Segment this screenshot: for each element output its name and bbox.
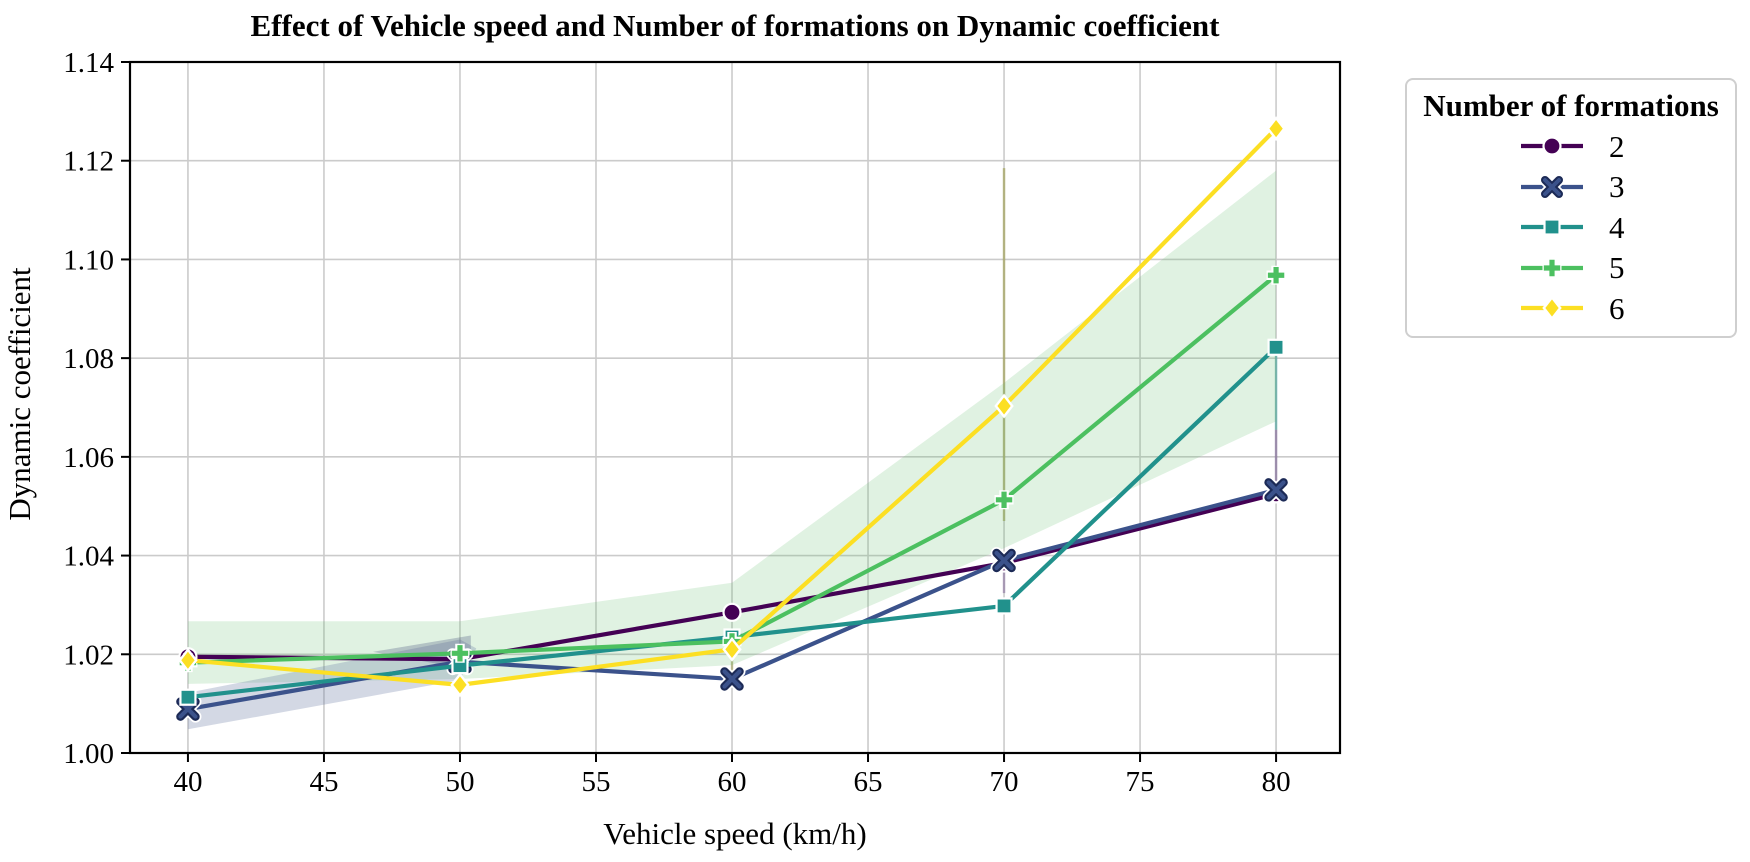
x-tick-label: 45	[309, 766, 338, 798]
diamond-marker-part	[1266, 116, 1286, 142]
legend-item-label: 5	[1609, 250, 1625, 286]
y-tick-label: 1.00	[63, 738, 114, 770]
legend-marker-2	[1542, 136, 1562, 156]
x-tick-label: 80	[1262, 766, 1291, 798]
ci-band-formation-5	[187, 170, 1277, 684]
y-tick-label: 1.04	[63, 541, 114, 573]
chart-title: Effect of Vehicle speed and Number of fo…	[250, 8, 1220, 43]
x-axis-label: Vehicle speed (km/h)	[603, 816, 867, 851]
x-tick-label: 70	[990, 766, 1019, 798]
legend-swatch-2	[1521, 136, 1583, 156]
legend-swatch-5	[1521, 258, 1583, 278]
legend-marker-6	[1542, 295, 1562, 321]
x-marker-part	[994, 550, 1014, 571]
legend-item-4: 4	[1407, 207, 1735, 248]
x-marker-part	[1266, 480, 1286, 500]
legend-swatch-4	[1521, 218, 1583, 236]
plus-marker-part	[995, 491, 1013, 508]
legend-marker-4	[1543, 218, 1561, 236]
plus-marker-part	[451, 645, 469, 662]
square-marker	[1267, 338, 1285, 356]
legend-marker-part	[1543, 218, 1561, 236]
square-marker-part	[1267, 338, 1285, 356]
legend-item-label: 3	[1609, 169, 1625, 205]
plus-marker	[994, 490, 1014, 510]
diamond-marker	[450, 672, 470, 698]
square-marker	[995, 597, 1013, 615]
y-tick-label: 1.02	[63, 639, 114, 671]
legend-marker-part	[1542, 136, 1562, 156]
legend-marker-3	[1539, 174, 1565, 200]
diamond-marker	[1266, 116, 1286, 142]
legend-title: Number of formations	[1423, 88, 1719, 123]
diamond-marker-part	[722, 636, 742, 662]
x-tick-label: 60	[718, 766, 747, 798]
legend-item-label: 4	[1609, 209, 1625, 245]
y-tick-label: 1.12	[63, 146, 114, 178]
diamond-marker	[994, 393, 1014, 419]
x-tick-label: 65	[854, 766, 883, 798]
circle-marker-part	[722, 602, 742, 622]
legend-item-2: 2	[1407, 126, 1735, 167]
x-tick-label: 55	[581, 766, 610, 798]
square-marker	[179, 688, 197, 706]
x-tick-label: 40	[173, 766, 202, 798]
legend-swatch-6	[1521, 295, 1583, 321]
x-marker	[718, 665, 746, 693]
y-tick-label: 1.08	[63, 343, 114, 375]
legend-rows: 2 3 4 5 6	[1407, 126, 1735, 329]
legend-swatch-3	[1521, 174, 1583, 200]
diamond-marker	[178, 647, 198, 673]
x-marker-part	[722, 669, 742, 689]
legend-item-6: 6	[1407, 288, 1735, 329]
y-axis-label: Dynamic coefficient	[2, 267, 37, 521]
axes-frame	[128, 60, 1342, 755]
y-tick-label: 1.06	[63, 442, 114, 474]
x-marker	[990, 547, 1018, 575]
square-marker-part	[179, 688, 197, 706]
diamond-marker-part	[178, 647, 198, 673]
legend-item-label: 2	[1609, 128, 1625, 164]
legend-marker-part	[1542, 295, 1562, 321]
circle-marker	[722, 602, 742, 622]
square-marker-part	[995, 597, 1013, 615]
plus-marker	[1266, 265, 1286, 285]
x-tick-label: 75	[1126, 766, 1155, 798]
diamond-marker-part	[450, 672, 470, 698]
legend-item-5: 5	[1407, 248, 1735, 289]
y-tick-label: 1.10	[63, 244, 114, 276]
legend-marker-part	[1543, 259, 1561, 276]
legend-marker-part	[1543, 177, 1561, 196]
plus-marker-part	[1267, 267, 1285, 284]
legend: Number of formations 2 3 4 5 6	[1405, 78, 1737, 338]
plus-marker	[450, 643, 470, 663]
diamond-marker	[722, 636, 742, 662]
legend-item-3: 3	[1407, 167, 1735, 208]
x-tick-label: 50	[445, 766, 474, 798]
diamond-marker-part	[994, 393, 1014, 419]
legend-item-label: 6	[1609, 290, 1625, 326]
y-tick-label: 1.14	[63, 47, 114, 79]
x-marker	[1262, 476, 1290, 504]
legend-marker-5	[1542, 258, 1562, 278]
